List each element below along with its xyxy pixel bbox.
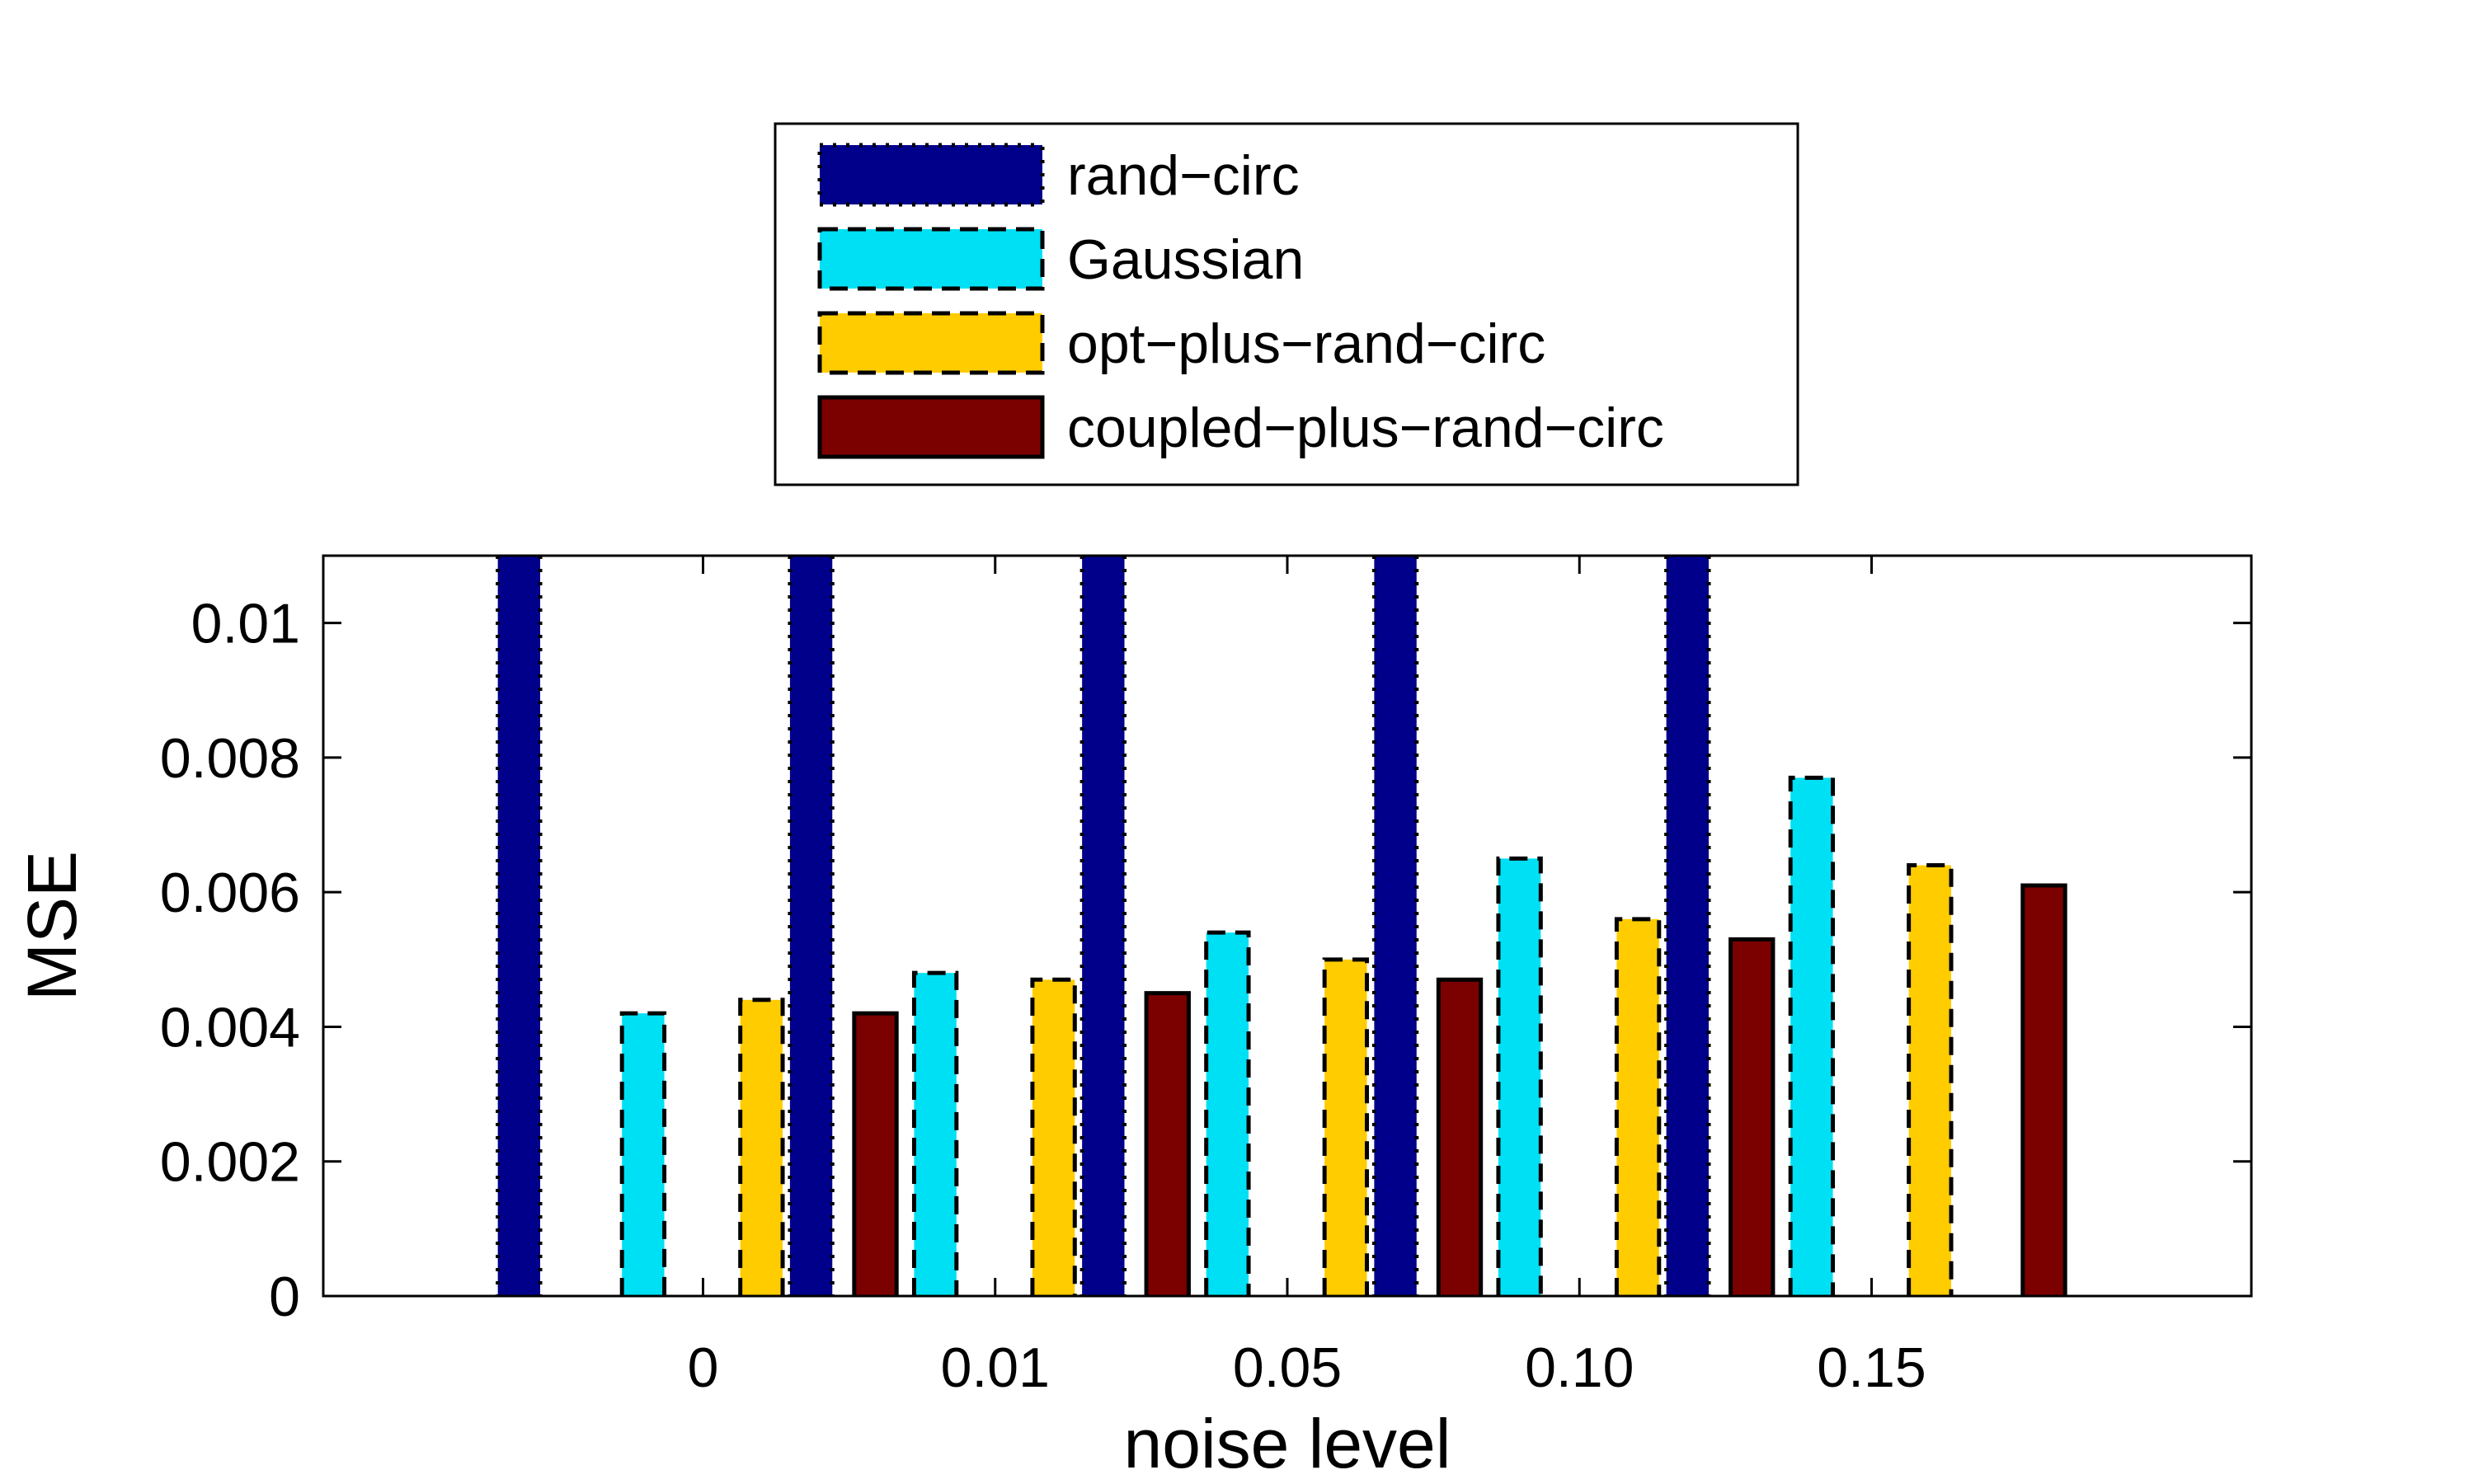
legend-swatch-outline [817, 311, 1045, 375]
y-tick-label: 0.008 [160, 727, 300, 790]
bar-outline [2020, 883, 2067, 1296]
legend-swatch [820, 313, 1042, 373]
bar-outline [1204, 930, 1251, 1296]
legend-label: opt−plus−rand−circ [1067, 312, 1545, 375]
bar-outline [1907, 863, 1954, 1296]
legend-swatch [820, 145, 1042, 204]
bars-layer [496, 556, 2067, 1296]
bar [1082, 556, 1125, 1296]
y-tick-label: 0.004 [160, 996, 300, 1059]
legend-label: coupled−plus−rand−circ [1067, 397, 1664, 459]
ticks-layer [323, 556, 2251, 1298]
legend-swatch-outline [817, 143, 1045, 207]
bar [497, 556, 541, 1296]
bar-outline [1788, 775, 1836, 1296]
tick-labels-layer: 0 0.002 0.004 0.006 0.008 0.01 0 0.01 0.05 0.10 0.… [160, 593, 1926, 1399]
legend-label: rand−circ [1067, 144, 1300, 207]
bar [1616, 918, 1659, 1296]
bar-outline [1030, 977, 1077, 1296]
bar [1666, 556, 1709, 1296]
bar [740, 999, 783, 1296]
bar [789, 556, 833, 1296]
bar [622, 1013, 665, 1296]
legend-label: Gaussian [1067, 228, 1304, 291]
y-axis-label: MSE [13, 851, 91, 1001]
bar [1206, 932, 1249, 1296]
x-axis-label: noise level [1124, 1405, 1451, 1482]
bar-outline [619, 1011, 667, 1296]
x-tick-label: 0.15 [1817, 1336, 1926, 1399]
bar [1146, 993, 1189, 1296]
bar [1032, 979, 1075, 1296]
bar [1438, 979, 1481, 1296]
bar-outline [1322, 957, 1370, 1296]
y-tick-label: 0.01 [191, 593, 300, 655]
bar-outline [911, 970, 959, 1296]
bar [1324, 959, 1367, 1296]
bar-outline [1144, 991, 1191, 1296]
bar [2022, 885, 2066, 1296]
bar-outline [1436, 977, 1484, 1296]
bar [1498, 858, 1541, 1296]
y-tick-label: 0 [269, 1266, 300, 1328]
legend-swatch-outline [817, 395, 1045, 459]
bar [854, 1013, 897, 1296]
x-tick-label: 0.01 [941, 1336, 1050, 1399]
legend: rand−circ Gaussian opt−plus−rand−circ coupl… [774, 122, 1799, 486]
plot-area-frame [322, 554, 2253, 1298]
bar-outline [738, 998, 785, 1296]
x-tick-label: 0.10 [1525, 1336, 1634, 1399]
bar [1790, 777, 1833, 1296]
legend-swatch [820, 397, 1042, 457]
x-tick-label: 0.05 [1233, 1336, 1342, 1399]
bar-outline [1496, 856, 1543, 1296]
bar [1374, 556, 1417, 1296]
x-tick-label: 0 [688, 1336, 719, 1399]
bar-outline [1614, 917, 1662, 1296]
bar [1908, 865, 1952, 1296]
legend-swatch-outline [817, 227, 1045, 291]
bar [1730, 939, 1773, 1296]
bar [914, 973, 957, 1296]
bar-outline [852, 1011, 899, 1296]
y-tick-label: 0.002 [160, 1131, 300, 1194]
bar-outline [1729, 937, 1776, 1296]
legend-swatch [820, 229, 1042, 289]
y-tick-label: 0.006 [160, 862, 300, 924]
